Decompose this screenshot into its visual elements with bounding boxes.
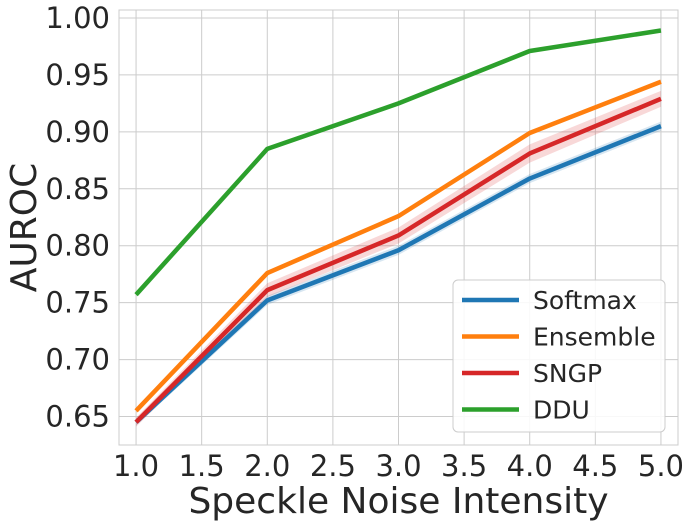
legend-box <box>452 279 666 433</box>
confidence-bands <box>136 29 661 427</box>
legend-label-sngp: SNGP <box>533 359 602 388</box>
x-tick-label: 1.0 <box>113 449 159 483</box>
y-tick-label: 0.90 <box>45 115 110 149</box>
legend-label-ddu: DDU <box>533 396 590 425</box>
legend-label-ensemble: Ensemble <box>533 323 656 352</box>
x-tick-label: 4.5 <box>572 449 618 483</box>
y-tick-label: 0.85 <box>45 172 110 206</box>
x-axis-label: Speckle Noise Intensity <box>188 481 608 522</box>
y-tick-label: 1.00 <box>45 1 110 35</box>
y-tick-label: 0.75 <box>45 286 110 320</box>
line-ddu <box>134 28 662 297</box>
x-tick-label: 4.0 <box>507 449 553 483</box>
plot-frame <box>118 9 679 446</box>
x-tick-label: 3.0 <box>375 449 421 483</box>
x-tick-label: 1.5 <box>179 449 225 483</box>
legend-label-softmax: Softmax <box>533 286 637 315</box>
y-axis-label: AUROC <box>4 163 45 292</box>
series-lines <box>134 28 662 424</box>
x-tick-label: 5.0 <box>638 449 684 483</box>
x-tick-label: 2.5 <box>310 449 356 483</box>
line-sngp <box>134 96 662 424</box>
x-tick-label: 2.0 <box>244 449 290 483</box>
band-sngp <box>136 90 661 427</box>
y-tick-label: 0.65 <box>45 400 110 434</box>
line-ensemble <box>134 79 662 413</box>
y-tick-label: 0.70 <box>45 343 110 377</box>
line-softmax <box>134 124 662 424</box>
y-tick-labels: 0.65 0.70 0.75 0.80 0.85 0.90 0.95 1.00 <box>45 1 110 434</box>
y-tick-label: 0.95 <box>45 58 110 92</box>
legend: Softmax Ensemble SNGP DDU <box>452 279 666 433</box>
y-tick-label: 0.80 <box>45 229 110 263</box>
x-tick-label: 3.5 <box>441 449 487 483</box>
x-tick-labels: 1.0 1.5 2.0 2.5 3.0 3.5 4.0 4.5 5.0 <box>113 449 684 483</box>
